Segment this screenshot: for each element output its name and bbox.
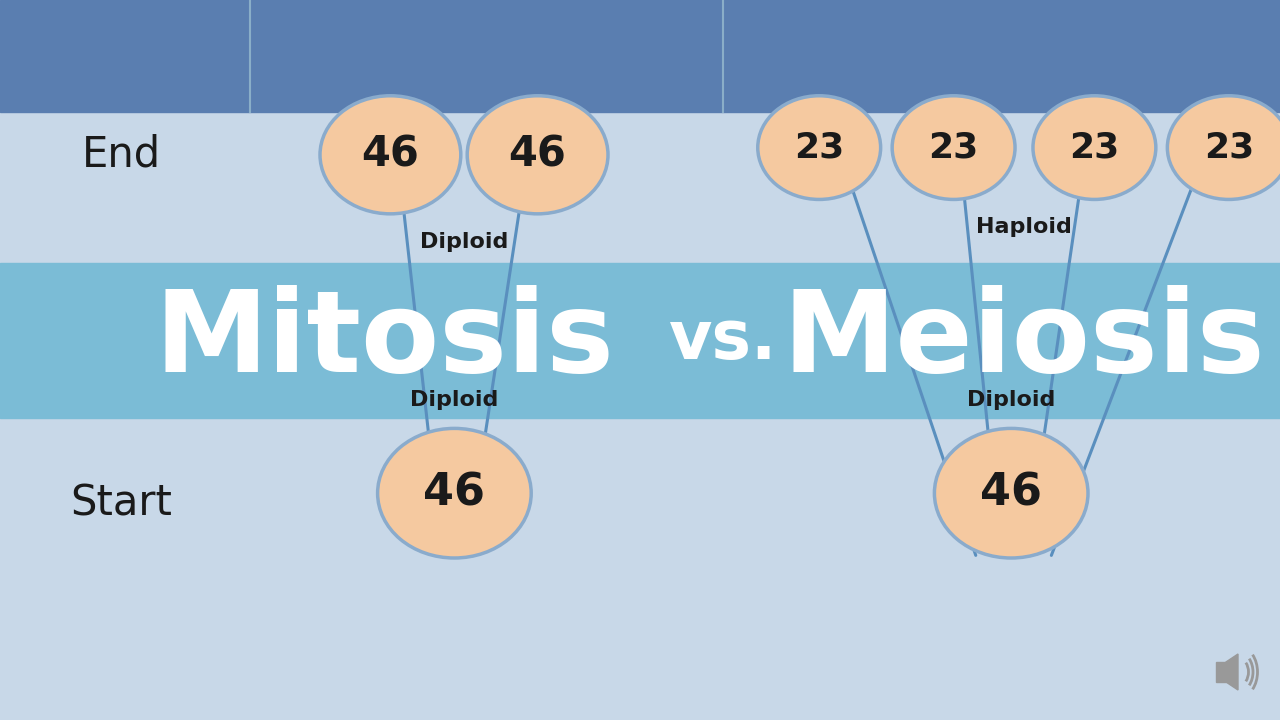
Text: Start: Start bbox=[70, 483, 173, 525]
Text: 46: 46 bbox=[980, 472, 1042, 515]
Bar bbox=[0, 263, 1280, 418]
Ellipse shape bbox=[320, 96, 461, 214]
Text: 46: 46 bbox=[508, 134, 567, 176]
Ellipse shape bbox=[758, 96, 881, 199]
Text: Diploid: Diploid bbox=[410, 390, 499, 410]
Polygon shape bbox=[1226, 654, 1238, 690]
Text: 46: 46 bbox=[424, 472, 485, 515]
Text: 23: 23 bbox=[1203, 130, 1254, 165]
Ellipse shape bbox=[1033, 96, 1156, 199]
Ellipse shape bbox=[1167, 96, 1280, 199]
Text: 23: 23 bbox=[794, 130, 845, 165]
Ellipse shape bbox=[467, 96, 608, 214]
Bar bbox=[1216, 662, 1226, 682]
Text: vs.: vs. bbox=[669, 307, 777, 373]
Text: End: End bbox=[82, 134, 161, 176]
Ellipse shape bbox=[892, 96, 1015, 199]
Text: Haploid: Haploid bbox=[977, 217, 1071, 238]
Text: Mitosis: Mitosis bbox=[154, 284, 614, 396]
Text: 23: 23 bbox=[928, 130, 979, 165]
Text: 46: 46 bbox=[361, 134, 420, 176]
Ellipse shape bbox=[934, 428, 1088, 558]
Text: 23: 23 bbox=[1069, 130, 1120, 165]
Bar bbox=[0, 0, 1280, 112]
Text: Meiosis: Meiosis bbox=[782, 284, 1266, 396]
Ellipse shape bbox=[378, 428, 531, 558]
Text: Diploid: Diploid bbox=[966, 390, 1056, 410]
Text: Diploid: Diploid bbox=[420, 232, 508, 252]
